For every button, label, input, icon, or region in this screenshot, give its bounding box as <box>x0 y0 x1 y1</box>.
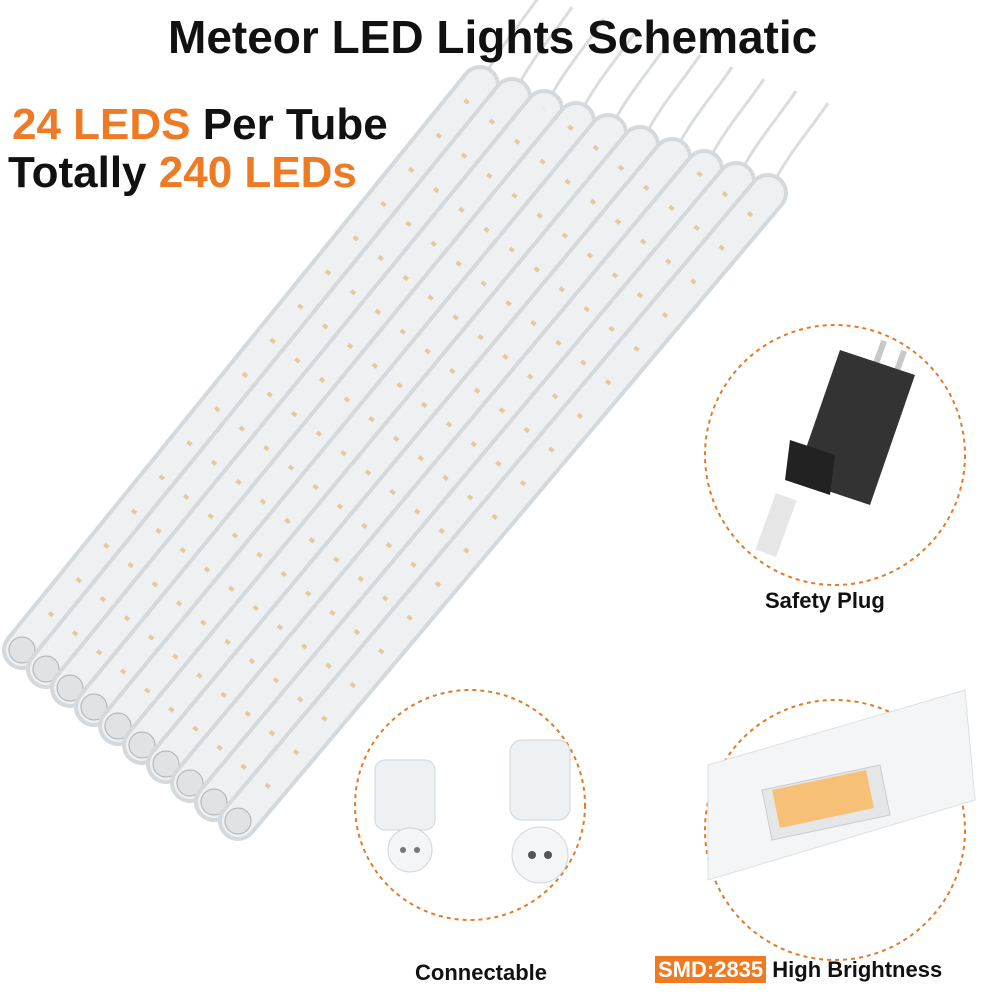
tube-part <box>54 93 560 704</box>
tube-part <box>8 636 36 664</box>
callout-label: Connectable <box>415 960 548 985</box>
tube-part <box>176 769 204 797</box>
callout-label: SMD:2835 High Brightness <box>655 956 943 983</box>
badge: SMD:2835 <box>655 956 767 983</box>
plug-icon <box>755 339 915 557</box>
tube-part <box>224 807 252 835</box>
tube-part <box>188 167 706 785</box>
connector-icon <box>374 739 571 884</box>
smd-icon <box>707 689 976 881</box>
label: High Brightness <box>772 957 943 982</box>
tube-part <box>150 141 688 780</box>
tube-part <box>80 693 108 721</box>
headline-line: Totally 240 LEDs <box>8 148 357 198</box>
highlight: 24 LEDS <box>12 100 191 149</box>
tube-part <box>30 81 528 685</box>
tube-part <box>212 179 738 804</box>
tube-part <box>6 69 496 666</box>
tube-part <box>102 117 624 742</box>
tubes <box>2 0 830 841</box>
text: Per Tube <box>202 100 388 149</box>
tube-part <box>152 750 180 778</box>
tube-part <box>104 712 132 740</box>
tube-part <box>222 177 784 837</box>
tube-part <box>56 674 84 702</box>
tube-part <box>128 731 156 759</box>
tube-part <box>200 788 228 816</box>
highlight: 240 LEDs <box>158 148 357 197</box>
tube-part <box>78 105 592 723</box>
tube-part <box>32 655 60 683</box>
text: Totally <box>8 148 147 197</box>
title: Meteor LED Lights Schematic <box>168 11 818 63</box>
tube-part <box>126 129 656 761</box>
callout-label: Safety Plug <box>765 588 885 613</box>
headline-line: 24 LEDS Per Tube <box>12 100 388 150</box>
